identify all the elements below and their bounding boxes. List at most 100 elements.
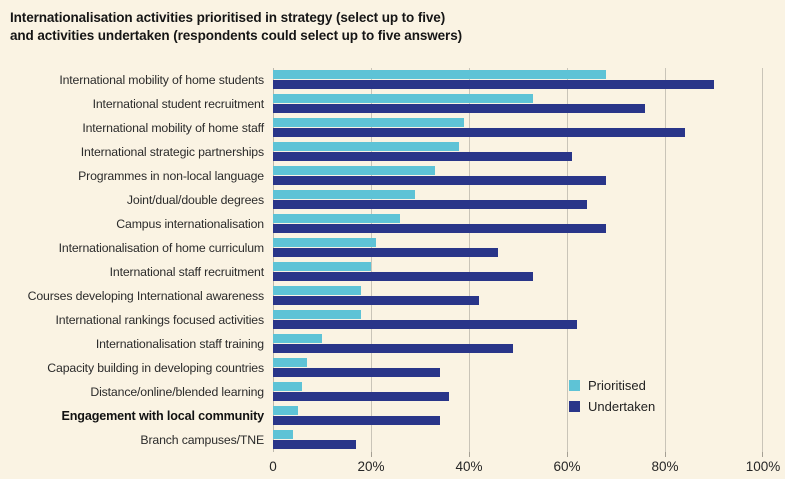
chart-row: Capacity building in developing countrie…	[0, 356, 785, 380]
bar-prioritised	[273, 118, 465, 127]
category-label: Programmes in non-local language	[78, 169, 264, 183]
chart-title-line2: and activities undertaken (respondents c…	[10, 27, 463, 43]
category-label: Internationalisation of home curriculum	[58, 241, 265, 255]
bar-prioritised	[273, 406, 298, 415]
bar-undertaken	[273, 344, 514, 353]
legend-label-undertaken: Undertaken	[588, 399, 656, 414]
chart-row: Courses developing International awarene…	[0, 284, 785, 308]
bar-group	[273, 356, 763, 380]
category-label: Distance/online/blended learning	[90, 385, 264, 399]
category-label: Campus internationalisation	[116, 217, 264, 231]
bar-undertaken	[273, 104, 646, 113]
tick-label-40: 40%	[455, 459, 483, 474]
bar-prioritised	[273, 166, 435, 175]
bar-group	[273, 404, 763, 428]
chart-title: Internationalisation activities prioriti…	[0, 0, 785, 44]
x-axis: 0 20% 40% 60% 80% 100%	[0, 452, 785, 479]
bar-group	[273, 260, 763, 284]
chart-row: International mobility of home staff	[0, 116, 785, 140]
category-label: Joint/dual/double degrees	[126, 193, 264, 207]
bar-undertaken	[273, 224, 607, 233]
bar-group	[273, 92, 763, 116]
x-axis-spacer	[0, 452, 273, 479]
bar-undertaken	[273, 440, 357, 449]
legend-swatch-prioritised	[569, 380, 580, 391]
category-label: International mobility of home staff	[82, 121, 264, 135]
bar-undertaken	[273, 176, 607, 185]
bar-prioritised	[273, 286, 362, 295]
gridline-20	[371, 68, 372, 452]
chart-row: Joint/dual/double degrees	[0, 188, 785, 212]
tick-label-20: 20%	[357, 459, 385, 474]
category-label: International strategic partnerships	[80, 145, 264, 159]
bar-prioritised	[273, 142, 460, 151]
bar-undertaken	[273, 416, 440, 425]
bar-group	[273, 116, 763, 140]
chart-row: Distance/online/blended learning	[0, 380, 785, 404]
bar-prioritised	[273, 382, 303, 391]
chart-title-line1: Internationalisation activities prioriti…	[10, 10, 446, 25]
x-axis-track: 0 20% 40% 60% 80% 100%	[269, 452, 780, 479]
chart-row: Branch campuses/TNE	[0, 428, 785, 452]
category-label-engagement-bold: Engagement with local community	[61, 409, 265, 423]
plot-grid-overlay: Prioritised Undertaken	[273, 68, 763, 452]
bar-group	[273, 164, 763, 188]
bar-prioritised	[273, 430, 293, 439]
bar-group	[273, 428, 763, 452]
bar-undertaken	[273, 392, 450, 401]
bar-prioritised	[273, 70, 607, 79]
legend-label-prioritised: Prioritised	[588, 378, 646, 393]
chart-row: International strategic partnerships	[0, 140, 785, 164]
bar-prioritised	[273, 214, 401, 223]
bar-undertaken	[273, 368, 440, 377]
legend: Prioritised Undertaken	[569, 378, 655, 414]
tick-label-60: 60%	[553, 459, 581, 474]
bar-group	[273, 284, 763, 308]
bar-prioritised	[273, 310, 362, 319]
category-label: Internationalisation staff training	[95, 337, 264, 351]
category-label: Capacity building in developing countrie…	[47, 361, 264, 375]
legend-swatch-undertaken	[569, 401, 580, 412]
bar-undertaken	[273, 296, 479, 305]
bar-group	[273, 380, 763, 404]
category-label: International mobility of home students	[59, 73, 264, 87]
bar-prioritised	[273, 262, 371, 271]
bar-undertaken	[273, 320, 577, 329]
gridline-40	[469, 68, 470, 452]
chart-row: Campus internationalisation	[0, 212, 785, 236]
bar-undertaken	[273, 200, 587, 209]
category-label: International student recruitment	[92, 97, 265, 111]
bar-prioritised	[273, 94, 533, 103]
bar-prioritised	[273, 238, 376, 247]
tick-label-0: 0	[269, 459, 277, 474]
category-label: International rankings focused activitie…	[55, 313, 265, 327]
y-axis-line	[273, 68, 274, 452]
chart-row: Internationalisation staff training	[0, 332, 785, 356]
tick-100	[762, 452, 763, 457]
chart-row: International student recruitment	[0, 92, 785, 116]
bar-prioritised	[273, 190, 416, 199]
tick-label-80: 80%	[651, 459, 679, 474]
chart-row: Internationalisation of home curriculum	[0, 236, 785, 260]
tick-60	[567, 452, 568, 457]
tick-40	[469, 452, 470, 457]
bar-group	[273, 308, 763, 332]
category-label: Courses developing International awarene…	[27, 289, 265, 303]
bar-group	[273, 140, 763, 164]
tick-20	[371, 452, 372, 457]
bar-undertaken	[273, 272, 533, 281]
bar-group	[273, 332, 763, 356]
legend-item-prioritised: Prioritised	[569, 378, 655, 393]
gridline-100	[762, 68, 763, 452]
chart-row: International staff recruitment	[0, 260, 785, 284]
bar-undertaken	[273, 248, 499, 257]
bar-prioritised	[273, 334, 322, 343]
category-label: International staff recruitment	[109, 265, 265, 279]
bar-undertaken	[273, 128, 685, 137]
chart-row: International rankings focused activitie…	[0, 308, 785, 332]
bar-undertaken	[273, 80, 714, 89]
chart-row: Engagement with local community	[0, 404, 785, 428]
bar-undertaken	[273, 152, 572, 161]
legend-item-undertaken: Undertaken	[569, 399, 655, 414]
